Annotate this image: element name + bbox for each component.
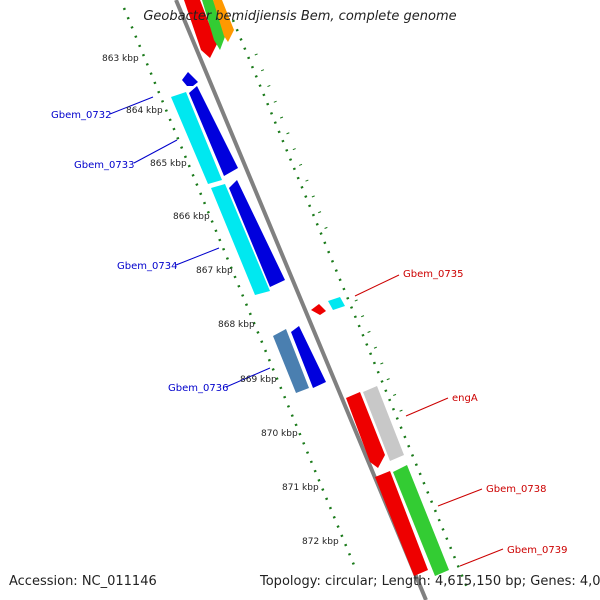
leader-gbem-0732 (109, 96, 154, 115)
leader-gbem-0739 (459, 548, 504, 567)
leader-gbem-0734 (175, 247, 220, 266)
leader-gbem-0733 (133, 139, 178, 164)
gene-small-blue[interactable] (182, 72, 198, 86)
accession-text: Accession: NC_011146 (9, 574, 157, 589)
map-title: Geobacter bemidjiensis Bem, complete gen… (143, 9, 457, 24)
gene-label-gbem-0739[interactable]: Gbem_0739 (507, 545, 567, 556)
gene-label-gbem-0735[interactable]: Gbem_0735 (403, 269, 463, 280)
gene-gbem-0736-steel[interactable] (273, 329, 309, 393)
leader-enga (405, 397, 449, 417)
tick-label: 867 kbp (196, 266, 233, 276)
gene-top-red[interactable] (184, 0, 217, 58)
genome-summary-text: Topology: circular; Length: 4,615,150 bp… (260, 574, 600, 589)
gene-gbem-0738-green[interactable] (393, 465, 449, 576)
leader-gbem-0735 (354, 274, 400, 297)
gene-label-gbem-0738[interactable]: Gbem_0738 (486, 484, 546, 495)
outer-track-left (122, 7, 358, 571)
tick-label: 866 kbp (173, 212, 210, 222)
gene-label-enga[interactable]: engA (452, 393, 478, 404)
gene-label-gbem-0732[interactable]: Gbem_0732 (51, 110, 111, 121)
tick-label: 865 kbp (150, 159, 187, 169)
gene-gbem-0734-cyan[interactable] (211, 184, 270, 295)
tick-label: 869 kbp (240, 375, 277, 385)
gene-gbem-0734-blue[interactable] (229, 180, 285, 287)
gene-gbem-0736-blue[interactable] (291, 326, 326, 388)
tick-label: 870 kbp (261, 429, 298, 439)
gene-gbem-0735-red[interactable] (311, 304, 326, 315)
tick-label: 872 kbp (302, 537, 339, 547)
gene-gbem-0732-blue[interactable] (189, 86, 238, 176)
gene-top-orange[interactable] (213, 0, 234, 42)
gene-gbem-0735-cyan[interactable] (328, 297, 345, 310)
gene-gbem-0738-red[interactable] (375, 471, 428, 576)
tick-label: 863 kbp (102, 54, 139, 64)
tick-label: 871 kbp (282, 483, 319, 493)
tick-label: 864 kbp (126, 106, 163, 116)
gene-label-gbem-0733[interactable]: Gbem_0733 (74, 160, 134, 171)
tick-label: 868 kbp (218, 320, 255, 330)
gene-top-green[interactable] (202, 0, 226, 50)
gene-gbem-0732-cyan[interactable] (171, 92, 222, 184)
leader-gbem-0736 (225, 367, 271, 388)
gene-enga-gray[interactable] (363, 386, 404, 461)
leader-gbem-0738 (437, 488, 483, 507)
gene-enga-red[interactable] (346, 392, 385, 468)
gene-label-gbem-0736[interactable]: Gbem_0736 (168, 383, 228, 394)
outer-track-right (231, 19, 470, 591)
gene-label-gbem-0734[interactable]: Gbem_0734 (117, 261, 177, 272)
